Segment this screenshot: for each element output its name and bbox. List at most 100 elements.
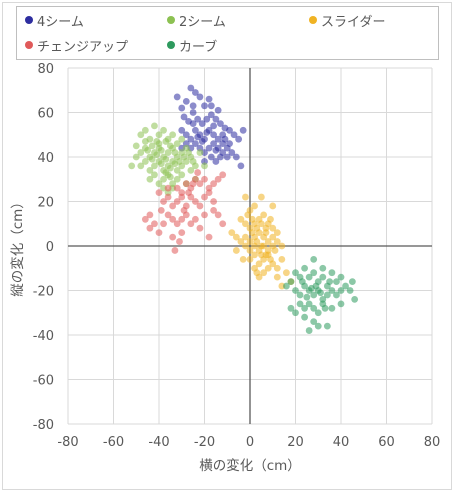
data-point — [242, 220, 249, 228]
data-point — [173, 198, 181, 205]
data-point — [278, 242, 286, 250]
data-point — [226, 126, 233, 134]
data-point — [273, 264, 281, 272]
data-point — [160, 220, 167, 228]
data-point — [155, 189, 163, 197]
data-point — [210, 140, 218, 148]
data-point — [162, 138, 170, 145]
data-point — [251, 202, 258, 210]
data-point — [178, 135, 186, 143]
data-point — [189, 120, 197, 128]
series-4-points — [283, 255, 359, 334]
data-point — [148, 142, 156, 150]
data-point — [273, 273, 281, 281]
data-point — [214, 175, 222, 183]
data-point — [333, 278, 340, 285]
data-point — [189, 180, 197, 188]
data-point — [273, 238, 281, 245]
data-point — [262, 224, 270, 232]
data-point — [257, 242, 265, 250]
data-point — [205, 144, 213, 152]
data-point — [223, 153, 231, 161]
data-point — [242, 242, 249, 250]
data-point — [169, 215, 177, 223]
data-point — [257, 193, 265, 201]
data-point — [198, 138, 206, 145]
data-point — [173, 184, 181, 192]
data-point — [157, 160, 165, 168]
data-point — [255, 260, 263, 268]
data-point — [205, 233, 213, 241]
y-tick-label: 40 — [37, 151, 54, 166]
x-tick-labels: -80 -60 -40 -20 0 20 40 60 80 — [57, 435, 440, 450]
data-point — [141, 215, 149, 223]
data-point — [162, 169, 170, 176]
data-point — [269, 224, 277, 232]
data-point — [314, 309, 322, 317]
data-point — [333, 291, 340, 299]
legend-marker — [309, 16, 317, 24]
data-point — [171, 160, 179, 168]
data-point — [187, 84, 195, 92]
data-point — [192, 89, 199, 96]
data-point — [141, 138, 149, 145]
data-point — [348, 278, 356, 285]
legend-marker — [25, 41, 33, 49]
data-points — [128, 84, 359, 334]
data-point — [260, 211, 268, 219]
data-point — [180, 153, 188, 161]
data-point — [310, 304, 318, 312]
data-point — [308, 284, 315, 292]
data-point — [164, 211, 172, 219]
data-point — [192, 198, 199, 205]
data-point — [205, 95, 213, 103]
data-point — [246, 247, 254, 254]
data-point — [278, 255, 286, 263]
data-point — [196, 93, 204, 101]
legend-item-2seam: 2シーム — [167, 11, 226, 30]
data-point — [180, 207, 188, 214]
data-point — [151, 171, 158, 179]
data-point — [148, 155, 156, 163]
data-point — [173, 93, 181, 101]
y-axis-title: 縦の変化（cm） — [9, 195, 26, 297]
data-point — [267, 215, 274, 223]
data-point — [171, 247, 179, 254]
data-point — [305, 300, 313, 308]
data-point — [178, 229, 186, 237]
data-point — [230, 131, 238, 139]
data-point — [160, 175, 167, 183]
data-point — [210, 180, 218, 188]
data-point — [185, 189, 192, 197]
series-3-points — [141, 169, 227, 254]
data-point — [292, 309, 299, 317]
data-point — [194, 115, 202, 123]
data-point — [253, 238, 261, 245]
data-point — [180, 113, 188, 121]
data-point — [157, 207, 165, 214]
data-point — [301, 313, 308, 321]
y-tick-label: -80 — [33, 418, 54, 433]
data-point — [189, 158, 197, 165]
data-point — [198, 120, 206, 128]
data-point — [237, 238, 245, 245]
data-point — [196, 224, 204, 232]
data-point — [137, 162, 145, 170]
legend-label: 2シーム — [179, 14, 226, 30]
data-point — [283, 282, 290, 290]
data-point — [187, 220, 195, 228]
series-1-points — [128, 122, 208, 197]
data-point — [228, 229, 236, 237]
data-point — [226, 140, 233, 148]
data-point — [182, 131, 190, 139]
data-point — [210, 122, 218, 130]
data-point — [164, 184, 172, 192]
data-point — [201, 175, 208, 183]
data-point — [292, 269, 299, 277]
data-point — [212, 158, 220, 165]
data-point — [232, 247, 240, 254]
data-point — [287, 304, 295, 312]
data-point — [253, 224, 261, 232]
data-point — [237, 215, 245, 223]
